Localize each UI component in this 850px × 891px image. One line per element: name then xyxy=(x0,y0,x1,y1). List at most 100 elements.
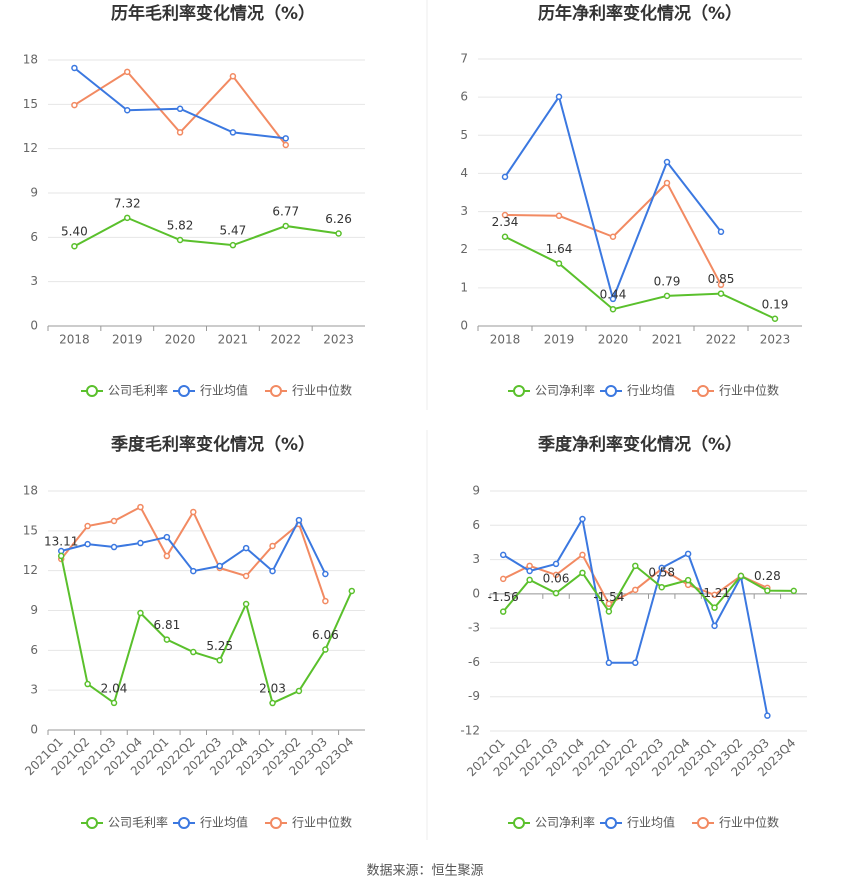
data-label: 6.26 xyxy=(325,212,352,226)
data-point xyxy=(163,552,171,560)
chart-title: 历年毛利率变化情况（%） xyxy=(111,3,315,24)
data-point xyxy=(499,551,507,559)
y-tick-label: 3 xyxy=(460,204,468,218)
data-point xyxy=(526,562,533,570)
y-tick-label: 6 xyxy=(30,230,38,244)
y-tick-label: 6 xyxy=(30,643,38,657)
chart-title: 历年净利率变化情况（%） xyxy=(538,3,742,24)
data-point xyxy=(501,173,509,181)
data-point xyxy=(137,503,144,511)
data-point xyxy=(717,281,725,289)
series-line xyxy=(60,505,327,602)
data-label: 5.25 xyxy=(206,639,233,653)
data-point xyxy=(176,236,184,244)
x-tick-label: 2022 xyxy=(270,333,301,347)
data-point xyxy=(71,101,78,109)
data-label: 0.85 xyxy=(708,272,735,286)
data-point xyxy=(609,233,617,240)
legend-label: 行业均值 xyxy=(627,383,675,398)
y-tick-label: 6 xyxy=(460,90,468,104)
series-line xyxy=(504,94,722,303)
y-tick-label: 9 xyxy=(30,603,38,617)
data-label: -1.56 xyxy=(488,590,519,604)
data-point xyxy=(229,241,237,249)
x-tick-label: 2018 xyxy=(59,333,90,347)
data-point xyxy=(282,222,289,230)
data-point xyxy=(790,587,798,595)
data-label: 1.64 xyxy=(546,242,573,256)
data-point xyxy=(190,567,197,575)
x-tick-label: 2021 xyxy=(652,333,683,347)
legend-item: 公司净利率 xyxy=(508,815,595,830)
data-point xyxy=(137,539,144,547)
legend-marker xyxy=(86,385,98,397)
legend-label: 行业均值 xyxy=(200,815,248,830)
data-point xyxy=(663,158,671,166)
legend-item: 行业均值 xyxy=(600,383,675,398)
data-label: 2.34 xyxy=(492,215,519,229)
legend-marker xyxy=(178,817,190,829)
source-note: 数据来源：恒生聚源 xyxy=(366,864,483,879)
data-point xyxy=(84,522,91,530)
y-tick-label: -9 xyxy=(468,689,480,703)
y-tick-label: 12 xyxy=(23,141,38,155)
data-point xyxy=(229,73,237,80)
data-point xyxy=(282,135,289,142)
data-point xyxy=(295,516,303,524)
x-tick-label: 2019 xyxy=(544,333,575,347)
data-point xyxy=(190,648,197,656)
data-point xyxy=(176,129,184,136)
data-point xyxy=(295,687,303,695)
data-point xyxy=(269,542,276,550)
data-point xyxy=(609,305,617,313)
y-tick-label: 18 xyxy=(23,484,38,498)
legend-item: 公司毛利率 xyxy=(81,383,168,398)
series-line xyxy=(502,516,769,716)
legend-marker xyxy=(605,385,617,397)
legend-item: 行业中位数 xyxy=(692,815,779,830)
legend-label: 行业中位数 xyxy=(719,383,779,398)
data-point xyxy=(658,583,665,591)
data-point xyxy=(335,230,342,237)
y-tick-label: 0 xyxy=(460,319,468,333)
data-point xyxy=(176,105,184,113)
data-point xyxy=(163,636,171,643)
data-point xyxy=(632,659,639,667)
data-point xyxy=(282,141,289,149)
legend-item: 行业中位数 xyxy=(265,815,352,830)
legend-marker xyxy=(605,817,617,829)
data-label: 0.44 xyxy=(600,288,627,302)
legend-label: 行业中位数 xyxy=(292,815,352,830)
data-point xyxy=(552,589,560,597)
data-point xyxy=(526,576,533,584)
data-label: 6.81 xyxy=(154,618,181,632)
series-line xyxy=(502,564,794,614)
data-point xyxy=(579,569,586,577)
data-point xyxy=(609,295,617,303)
chart-title: 季度毛利率变化情况（%） xyxy=(111,434,315,455)
y-tick-label: 6 xyxy=(472,518,480,532)
data-point xyxy=(84,540,91,548)
legend-item: 公司净利率 xyxy=(508,383,595,398)
data-label: 2.04 xyxy=(101,681,128,695)
legend-marker xyxy=(697,385,709,397)
legend-label: 行业中位数 xyxy=(292,383,352,398)
data-point xyxy=(717,228,725,236)
data-point xyxy=(84,680,91,688)
data-point xyxy=(71,64,78,72)
x-tick-label: 2022 xyxy=(706,333,737,347)
legend-marker xyxy=(178,385,190,397)
x-tick-label: 2018 xyxy=(490,333,521,347)
data-point xyxy=(579,515,586,523)
data-point xyxy=(555,93,563,101)
legend-marker xyxy=(270,817,282,829)
legend-marker xyxy=(270,385,282,397)
data-point xyxy=(124,106,131,114)
y-tick-label: 1 xyxy=(460,280,468,294)
data-point xyxy=(605,608,613,615)
y-tick-label: 3 xyxy=(30,683,38,697)
data-point xyxy=(711,604,718,611)
data-label: 6.77 xyxy=(272,204,299,218)
